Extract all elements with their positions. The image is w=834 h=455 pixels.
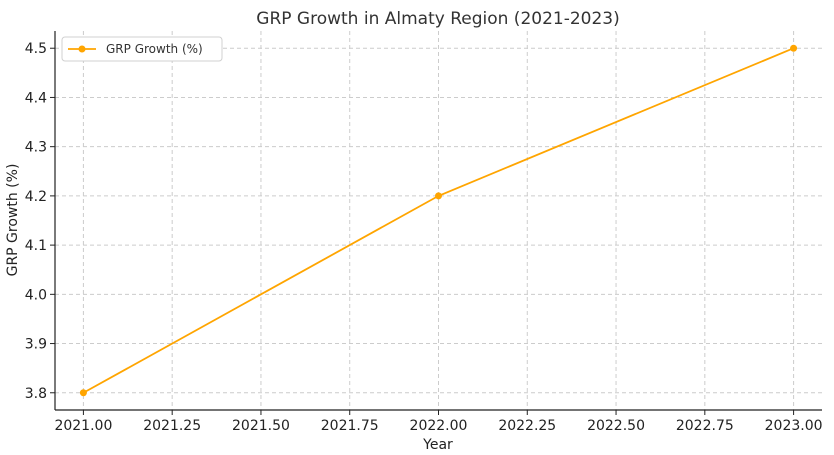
x-tick-label: 2021.25: [143, 418, 201, 434]
y-axis-label: GRP Growth (%): [5, 164, 21, 277]
x-tick-label: 2022.25: [498, 418, 556, 434]
y-tick-label: 4.3: [25, 140, 47, 156]
data-point: [435, 192, 442, 200]
grid: [55, 31, 822, 410]
y-tick-label: 3.9: [25, 337, 47, 353]
y-tick-label: 4.2: [25, 189, 47, 205]
y-tick-label: 3.8: [25, 386, 47, 402]
data-point: [79, 389, 87, 397]
y-tick-label: 4.1: [25, 238, 47, 254]
x-tick-label: 2022.00: [410, 418, 468, 434]
x-tick-label: 2022.75: [676, 418, 734, 434]
x-ticks: 2021.00 2021.25 2021.50 2021.75 2022.00 2022.…: [54, 410, 823, 434]
x-tick-label: 2022.50: [587, 418, 645, 434]
legend-box: [61, 36, 223, 62]
y-tick-label: 4.0: [25, 287, 47, 303]
y-ticks: 3.8 3.9 4.0 4.1 4.2 4.3 4.4 4.5: [25, 41, 55, 402]
legend: GRP Growth (%): [61, 36, 223, 62]
y-tick-label: 4.4: [25, 90, 47, 106]
legend-label: GRP Growth (%): [106, 42, 203, 56]
legend-marker: [78, 45, 86, 53]
x-axis-label: Year: [422, 437, 453, 453]
data-point: [790, 44, 798, 52]
y-tick-label: 4.5: [25, 41, 47, 57]
series: [79, 44, 798, 397]
x-tick-label: 2021.50: [232, 418, 290, 434]
x-tick-label: 2023.00: [765, 418, 823, 434]
chart-title: GRP Growth in Almaty Region (2021-2023): [256, 9, 619, 29]
x-tick-label: 2021.00: [54, 418, 112, 434]
x-tick-label: 2021.75: [321, 418, 379, 434]
